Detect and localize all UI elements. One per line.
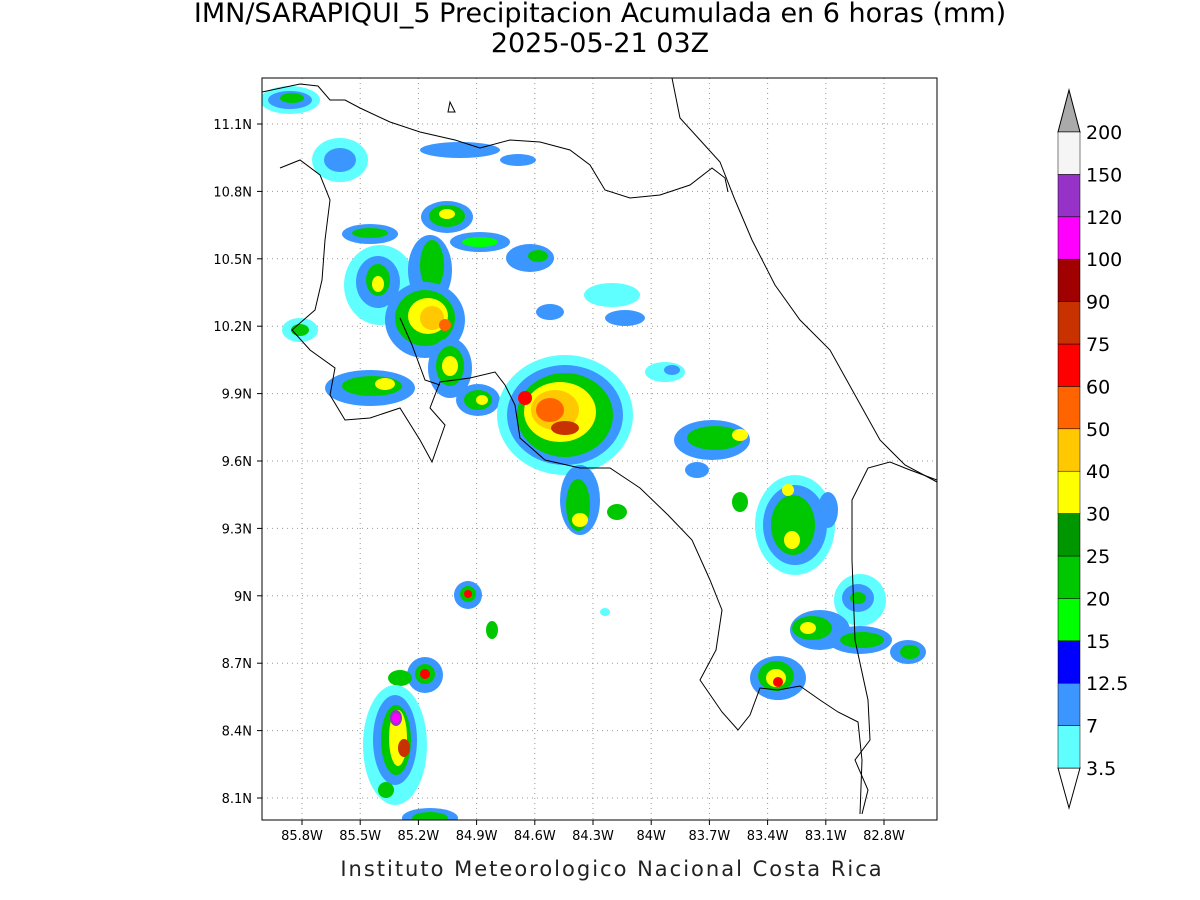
colorbar-label: 60 bbox=[1086, 376, 1110, 398]
colorbar-label: 120 bbox=[1086, 207, 1122, 229]
colorbar-band bbox=[1057, 682, 1081, 726]
colorbar-label: 30 bbox=[1086, 504, 1110, 526]
lat-label: 10.8N bbox=[213, 185, 252, 200]
colorbar-band bbox=[1057, 131, 1081, 175]
colorbar-label: 150 bbox=[1086, 164, 1122, 186]
colorbar-over bbox=[1057, 88, 1081, 133]
lat-label: 10.5N bbox=[213, 253, 252, 268]
colorbar-band bbox=[1057, 343, 1081, 387]
colorbar-label: 12.5 bbox=[1086, 673, 1128, 695]
lon-label: 83.4W bbox=[747, 829, 789, 844]
colorbar-label: 50 bbox=[1086, 419, 1110, 441]
lat-label: 8.4N bbox=[222, 725, 252, 740]
colorbar: 3.5 7 12.5 15 20 25 30 40 50 60 75 90 100 120 150 200 bbox=[1057, 88, 1128, 810]
colorbar-band bbox=[1057, 216, 1081, 260]
lat-label: 9.3N bbox=[222, 522, 252, 537]
precipitation-field bbox=[262, 78, 937, 820]
colorbar-band bbox=[1057, 598, 1081, 642]
colorbar-band bbox=[1057, 174, 1081, 218]
coastline bbox=[262, 78, 937, 815]
lat-label: 9.9N bbox=[222, 388, 252, 403]
lon-label: 85.5W bbox=[339, 829, 381, 844]
colorbar-label: 100 bbox=[1086, 249, 1122, 271]
lon-label: 84.6W bbox=[514, 829, 556, 844]
colorbar-label: 200 bbox=[1086, 122, 1122, 144]
lon-label: 83.7W bbox=[688, 829, 730, 844]
lon-label: 83.1W bbox=[805, 829, 847, 844]
colorbar-band bbox=[1057, 640, 1081, 684]
map-frame bbox=[261, 77, 938, 821]
footer: Instituto Meteorologico Nacional Costa R… bbox=[340, 857, 883, 881]
colorbar-band bbox=[1057, 386, 1081, 430]
colorbar-band bbox=[1057, 725, 1081, 769]
colorbar-band bbox=[1057, 301, 1081, 345]
lon-label: 85.8W bbox=[281, 829, 323, 844]
colorbar-label: 3.5 bbox=[1086, 758, 1116, 780]
colorbar-band bbox=[1057, 428, 1081, 472]
lat-label: 8.7N bbox=[222, 657, 252, 672]
rain-cell bbox=[262, 86, 926, 820]
lon-label: 84.3W bbox=[572, 829, 614, 844]
lat-label: 11.1N bbox=[213, 118, 252, 133]
colorbar-band bbox=[1057, 470, 1081, 514]
colorbar-label: 25 bbox=[1086, 546, 1110, 568]
title: IMN/SARAPIQUI_5 Precipitacion Acumulada … bbox=[194, 0, 1006, 29]
lat-label: 10.2N bbox=[213, 320, 252, 335]
colorbar-label: 90 bbox=[1086, 292, 1110, 314]
colorbar-band bbox=[1057, 513, 1081, 557]
lat-label: 8.1N bbox=[222, 792, 252, 807]
lon-label: 84.9W bbox=[456, 829, 498, 844]
lon-label: 85.2W bbox=[397, 829, 439, 844]
colorbar-label: 15 bbox=[1086, 631, 1110, 653]
lat-label: 9N bbox=[234, 590, 252, 605]
colorbar-label: 20 bbox=[1086, 588, 1110, 610]
lat-label: 9.6N bbox=[222, 455, 252, 470]
colorbar-band bbox=[1057, 258, 1081, 302]
lon-label: 84W bbox=[636, 829, 666, 844]
lon-label: 82.8W bbox=[863, 829, 905, 844]
colorbar-label: 40 bbox=[1086, 461, 1110, 483]
subtitle: 2025-05-21 03Z bbox=[491, 28, 709, 59]
colorbar-label: 7 bbox=[1086, 716, 1098, 738]
colorbar-band bbox=[1057, 555, 1081, 599]
colorbar-under bbox=[1057, 767, 1081, 810]
colorbar-label: 75 bbox=[1086, 334, 1110, 356]
